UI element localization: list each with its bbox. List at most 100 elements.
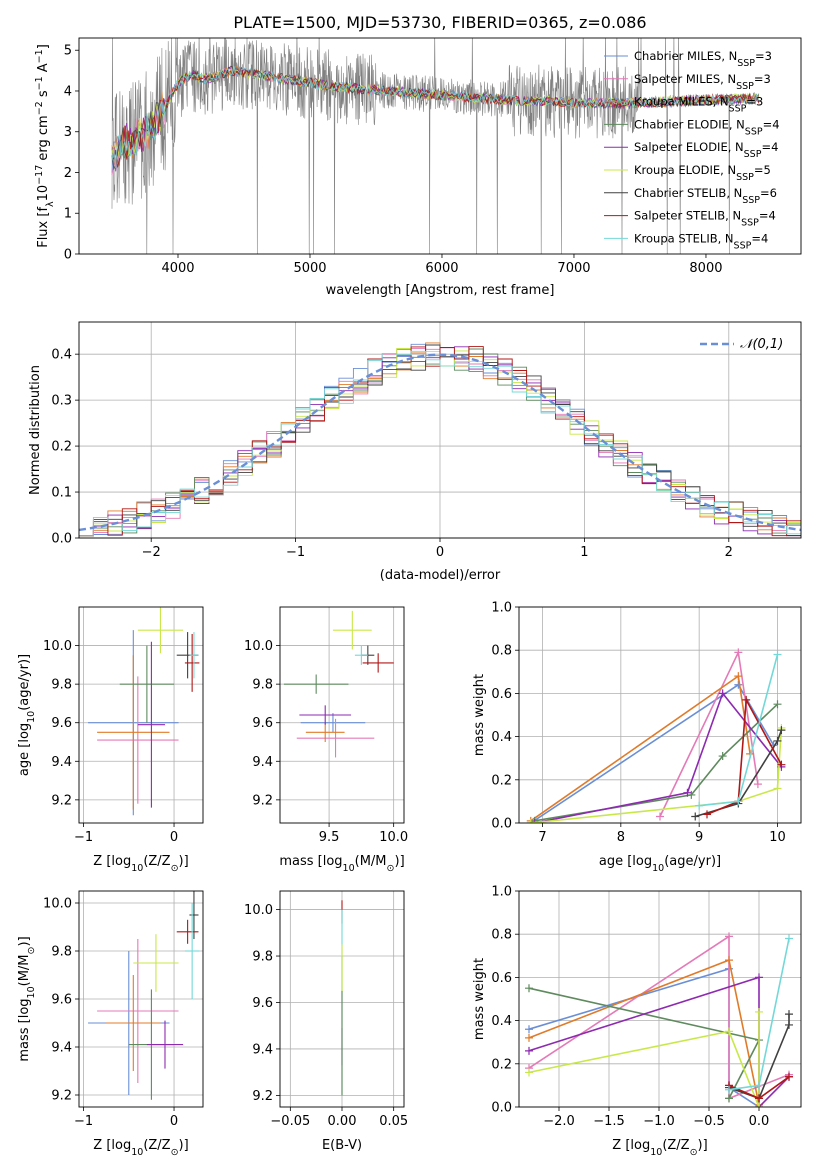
y-tick-label: 10.0 xyxy=(244,639,273,654)
y-tick-label: 9.8 xyxy=(51,678,72,693)
y-tick-label: 9.2 xyxy=(51,1089,72,1104)
weight-line xyxy=(534,691,783,823)
weight-marker xyxy=(755,1081,763,1090)
y-tick-label: 0.3 xyxy=(51,394,72,409)
x-axis-label: wavelength [Angstrom, rest frame] xyxy=(326,283,555,298)
weight-marker xyxy=(773,736,782,745)
y-tick-label: 1.0 xyxy=(491,601,512,616)
y-tick-label: 4 xyxy=(64,84,72,99)
weight-marker xyxy=(725,1094,733,1103)
y-tick-label: 0.0 xyxy=(51,532,72,547)
y-tick-label: 9.8 xyxy=(51,945,72,960)
x-axis-label: Z [log10(Z/Z⊙)] xyxy=(612,1138,707,1158)
y-tick-label: 9.2 xyxy=(252,1089,273,1104)
normal-distribution-curve xyxy=(79,353,801,532)
x-tick-label: 7000 xyxy=(557,261,590,276)
legend-label: Kroupa MILES, NSSP=3 xyxy=(634,95,763,115)
y-axis-label: mass [log10(M/M⊙)] xyxy=(17,936,37,1061)
x-tick-label: 0 xyxy=(436,545,444,560)
x-axis-label: age [log10(age/yr)] xyxy=(599,854,721,874)
weight-marker xyxy=(734,797,743,806)
weight-marker xyxy=(755,1103,763,1107)
y-tick-label: 9.4 xyxy=(51,1041,72,1056)
y-tick-label: 0.0 xyxy=(491,1101,512,1116)
x-tick-label: −1 xyxy=(74,1114,93,1129)
x-tick-label: −0.5 xyxy=(693,1114,725,1129)
weight-marker xyxy=(785,1010,793,1019)
legend-label: Kroupa STELIB, NSSP=4 xyxy=(634,231,768,251)
spectrum-panel: 4000 5000 6000 7000 8000 0 1 2 3 4 5 wavelength [An… xyxy=(34,37,802,298)
axes-frame xyxy=(518,890,802,1108)
x-axis-label: Z [log10(Z/Z⊙)] xyxy=(93,854,188,874)
axes-frame xyxy=(78,606,204,824)
x-tick-label: 8 xyxy=(617,830,625,845)
x-tick-label: 8000 xyxy=(689,261,722,276)
model-spectrum-line xyxy=(111,66,760,168)
x-tick-label: 9.5 xyxy=(319,830,340,845)
axes-frame xyxy=(279,606,405,824)
weight-marker xyxy=(785,1072,793,1081)
x-tick-label: 0.05 xyxy=(379,1114,408,1129)
y-tick-label: 2 xyxy=(64,166,72,181)
y-tick-label: 0 xyxy=(64,248,72,263)
plot-area xyxy=(79,342,801,537)
residual-histogram-step xyxy=(79,342,801,537)
axes-frame xyxy=(78,37,802,255)
weight-marker xyxy=(683,788,692,797)
residual-histogram-panel: −2 −1 0 1 2 0.0 0.1 0.2 0.3 0.4 (data-model)/error… xyxy=(28,321,802,583)
weight-marker xyxy=(718,689,727,698)
x-axis-label: mass [log10(M/M⊙)] xyxy=(279,854,404,874)
weight-marker xyxy=(725,932,733,941)
weight-line xyxy=(706,697,783,816)
weight-marker xyxy=(703,810,711,819)
x-tick-label: 2 xyxy=(725,545,733,560)
weight-marker xyxy=(773,650,782,659)
mass-vs-metallicity-panel: −1 0 9.2 9.4 9.6 9.8 10.0 Z [log10(Z/Z⊙)] mass [… xyxy=(17,890,204,1158)
x-tick-label: 10 xyxy=(769,830,786,845)
weight-marker xyxy=(785,934,793,943)
y-axis-label: mass weight xyxy=(472,958,487,1040)
weight-line xyxy=(528,987,761,1099)
y-tick-label: 9.8 xyxy=(252,678,273,693)
y-tick-label: 0.1 xyxy=(51,486,72,501)
weight-line xyxy=(728,1014,790,1100)
x-tick-label: 7 xyxy=(538,830,546,845)
y-tick-label: 3 xyxy=(64,125,72,140)
residual-histogram-step xyxy=(79,350,801,537)
x-tick-label: −0.05 xyxy=(270,1114,310,1129)
weight-marker xyxy=(718,752,727,761)
weight-marker xyxy=(725,1085,733,1094)
y-tick-label: 9.8 xyxy=(252,950,273,965)
y-tick-label: 0.4 xyxy=(491,1014,512,1029)
x-tick-label: 0.00 xyxy=(328,1114,357,1129)
y-tick-label: 5 xyxy=(64,44,72,59)
x-tick-label: 9 xyxy=(695,830,703,845)
weight-marker xyxy=(785,1020,793,1029)
age-vs-metallicity-panel: −1 0 9.2 9.4 9.6 9.8 10.0 Z [log10(Z/Z⊙)] age [l… xyxy=(17,606,204,874)
x-tick-label: 6000 xyxy=(425,261,458,276)
x-tick-label: 5000 xyxy=(293,261,326,276)
y-axis-label: age [log10(age/yr)] xyxy=(17,654,37,776)
legend-label: Salpeter MILES, NSSP=3 xyxy=(634,72,771,92)
weight-marker xyxy=(755,1007,763,1016)
y-tick-label: 0.0 xyxy=(491,817,512,832)
plot-area xyxy=(111,38,760,254)
legend-label: 𝒩(0,1) xyxy=(740,337,783,352)
weight-marker xyxy=(734,648,743,657)
y-tick-label: 9.6 xyxy=(51,993,72,1008)
plot-area xyxy=(88,891,200,1100)
y-tick-label: 9.4 xyxy=(252,1042,273,1057)
x-tick-label: 0 xyxy=(170,830,178,845)
mass-vs-extinction-panel: −0.05 0.00 0.05 9.2 9.4 9.6 9.8 10.0 E(B-V) xyxy=(244,890,408,1153)
y-tick-label: 0.4 xyxy=(51,348,72,363)
weight-marker xyxy=(773,784,782,793)
x-tick-label: −1.0 xyxy=(643,1114,675,1129)
y-tick-label: 9.6 xyxy=(252,996,273,1011)
figure-title: PLATE=1500, MJD=53730, FIBERID=0365, z=0… xyxy=(233,13,646,32)
y-tick-label: 9.4 xyxy=(51,755,72,770)
y-tick-label: 0.6 xyxy=(491,687,512,702)
plot-area xyxy=(283,610,394,758)
weight-marker xyxy=(742,695,751,704)
residual-histogram-step xyxy=(79,346,801,537)
